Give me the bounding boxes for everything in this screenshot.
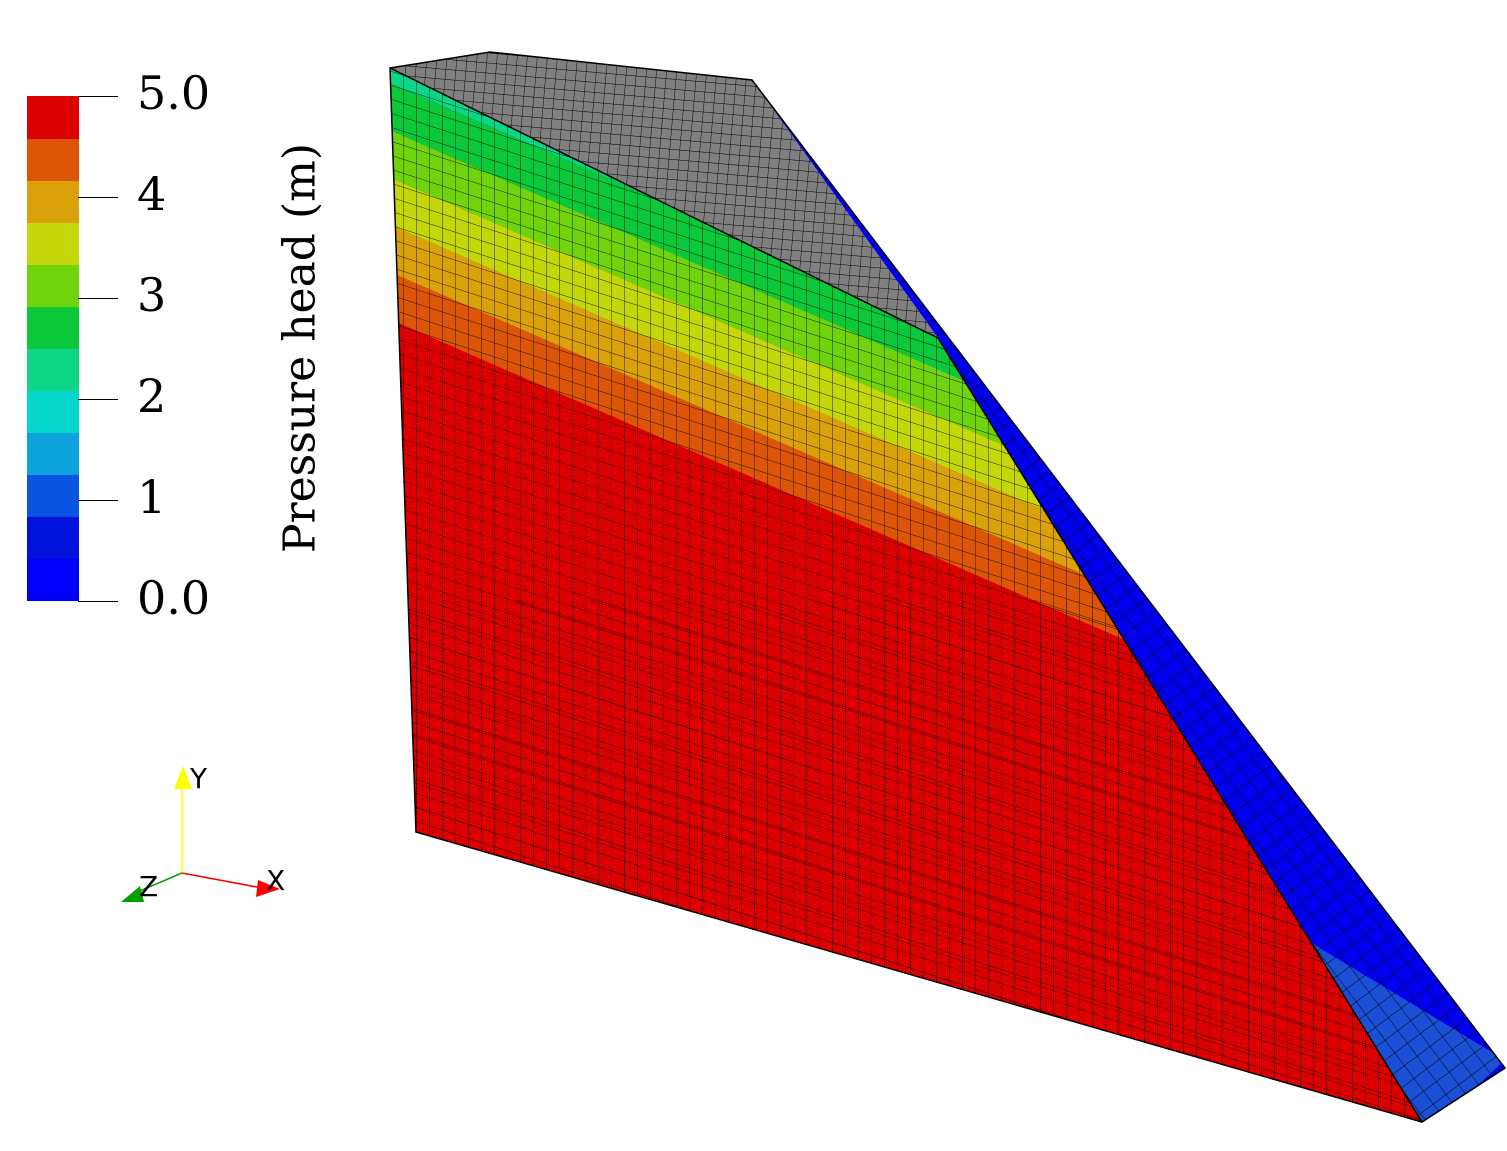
colorbar-tick-mark <box>78 298 118 299</box>
z-axis-label: Z <box>139 870 158 903</box>
colorbar-tick-mark <box>78 96 118 97</box>
colorbar-tick-label: 5.0 <box>137 66 211 120</box>
colorbar-band <box>27 180 79 223</box>
z-axis-line <box>134 872 183 894</box>
colorbar-tick-label: 4 <box>137 167 167 221</box>
crest-edge <box>389 67 939 339</box>
x-axis-line <box>181 872 263 889</box>
colorbar-band <box>27 474 79 518</box>
colorbar-band <box>27 96 79 139</box>
color-legend: 5.0 4 3 2 1 0.0 Pressure head (m) <box>0 0 340 640</box>
colorbar-tick-label: 3 <box>137 268 167 322</box>
z-axis-arrow-icon <box>121 886 144 902</box>
x-axis-label: X <box>266 864 285 897</box>
colorbar-tick-mark <box>78 500 118 501</box>
colorbar-tick-mark <box>78 399 118 400</box>
colorbar-tick-mark <box>78 601 118 602</box>
colorbar-band <box>27 138 79 181</box>
slope-edge <box>937 337 1423 1123</box>
colorbar-band <box>27 264 79 307</box>
colorbar-band <box>27 432 79 476</box>
colorbar-tick-label: 0.0 <box>137 571 211 625</box>
colorbar-band <box>27 558 79 602</box>
dam-outline <box>389 51 1507 1123</box>
colorbar-tick-label: 2 <box>137 369 167 423</box>
colorbar-gradient <box>27 96 79 602</box>
colorbar-tick-mark <box>78 197 118 198</box>
orientation-axes: X Y Z <box>121 762 285 903</box>
y-axis-arrow-icon <box>174 766 192 789</box>
colorbar-band <box>27 222 79 265</box>
colorbar-tick-label: 1 <box>137 470 167 524</box>
colorbar-band <box>27 306 79 349</box>
colorbar-band <box>27 516 79 560</box>
colorbar-band <box>27 390 79 434</box>
y-axis-label: Y <box>189 762 208 795</box>
x-axis-arrow-icon <box>256 880 280 897</box>
colorbar-band <box>27 348 79 392</box>
